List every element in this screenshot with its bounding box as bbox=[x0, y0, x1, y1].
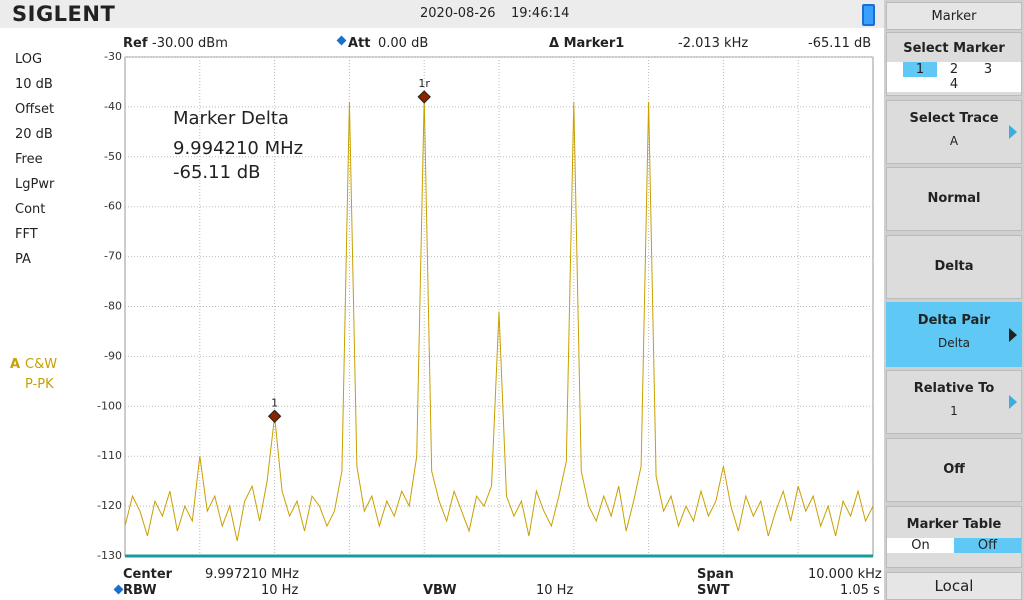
option[interactable]: Off bbox=[954, 538, 1021, 553]
y-tick-label: -130 bbox=[97, 549, 122, 562]
side-info-item: Free bbox=[15, 152, 43, 167]
key-label: Marker Table bbox=[906, 517, 1002, 532]
time: 19:46:14 bbox=[511, 6, 570, 21]
date: 2020-08-26 bbox=[420, 6, 496, 21]
y-tick-label: -90 bbox=[104, 349, 122, 362]
y-tick-label: -100 bbox=[97, 399, 122, 412]
relative-to-key[interactable]: Relative To 1 bbox=[886, 370, 1022, 434]
key-value: Delta bbox=[937, 336, 970, 350]
marker-annotation: Marker Delta bbox=[173, 108, 289, 129]
y-tick-label: -110 bbox=[97, 449, 122, 462]
key-label: Relative To bbox=[913, 381, 995, 396]
brand: SIGLENT bbox=[12, 2, 116, 26]
side-info-item: PA bbox=[15, 252, 31, 267]
spectrum-chart: -30 -40 -50 -60 -70 -80 -90 -100 -110 -120 -130 1 1r… bbox=[97, 50, 874, 562]
battery-icon bbox=[862, 4, 875, 26]
option[interactable]: On bbox=[911, 538, 930, 553]
trace-name: A bbox=[10, 357, 21, 372]
key-label: Select Trace bbox=[909, 111, 999, 126]
marker bbox=[417, 90, 431, 104]
trace-mode: C&W bbox=[25, 357, 58, 372]
top-bar bbox=[0, 0, 884, 28]
off-key[interactable]: Off bbox=[886, 438, 1022, 502]
att-value: 0.00 dB bbox=[378, 36, 429, 51]
rbw-value: 10 Hz bbox=[261, 583, 299, 598]
side-info-item: LOG bbox=[15, 52, 43, 67]
y-tick-label: -40 bbox=[104, 100, 122, 113]
marker-x: -2.013 kHz bbox=[678, 36, 749, 51]
side-info-item: Cont bbox=[15, 202, 46, 217]
side-info-item: 10 dB bbox=[15, 77, 53, 92]
y-tick-label: -30 bbox=[104, 50, 122, 63]
table-options: On Off bbox=[887, 538, 1021, 553]
menu-title: Marker bbox=[886, 2, 1022, 30]
marker bbox=[267, 409, 282, 423]
span-label: Span bbox=[697, 567, 734, 582]
marker-y: -65.11 dB bbox=[808, 36, 872, 51]
y-tick-label: -60 bbox=[104, 200, 122, 213]
marker-table-key[interactable]: Marker Table On Off bbox=[886, 506, 1022, 568]
swt-label: SWT bbox=[697, 583, 730, 598]
arrow-icon bbox=[1009, 395, 1017, 409]
key-value: A bbox=[949, 134, 959, 148]
vbw-value: 10 Hz bbox=[536, 583, 574, 598]
trace-a bbox=[124, 96, 874, 542]
swt-value: 1.05 s bbox=[840, 583, 880, 598]
side-info-item: 20 dB bbox=[15, 127, 53, 142]
option[interactable]: 2 bbox=[949, 62, 959, 77]
softkey-panel: Marker Select Marker 1 2 34 Select Trace A… bbox=[884, 0, 1024, 600]
key-label: Delta Pair bbox=[917, 313, 991, 328]
rbw-label: RBW bbox=[123, 583, 157, 598]
trace-detector: P-PK bbox=[25, 377, 54, 392]
att-label: Att bbox=[348, 36, 371, 51]
marker-options: 1 2 3 4 bbox=[887, 62, 1021, 92]
key-label: Select Marker bbox=[903, 41, 1005, 56]
delta-key[interactable]: Delta bbox=[886, 235, 1022, 299]
center-label: Center bbox=[123, 567, 173, 582]
side-info-item: FFT bbox=[15, 227, 38, 242]
option[interactable]: 4 bbox=[949, 77, 959, 92]
marker-label: 1r bbox=[418, 77, 430, 90]
arrow-icon bbox=[1009, 125, 1017, 139]
side-info-item: LgPwr bbox=[15, 177, 55, 192]
y-tick-label: -120 bbox=[97, 499, 122, 512]
ref-label: Ref bbox=[123, 36, 148, 51]
option[interactable]: 3 bbox=[983, 62, 993, 77]
marker-label: Δ Marker1 bbox=[549, 36, 625, 51]
y-tick-label: -80 bbox=[104, 300, 122, 313]
vbw-label: VBW bbox=[423, 583, 457, 598]
marker-annotation: 9.994210 MHz bbox=[173, 138, 303, 159]
y-tick-label: -50 bbox=[104, 150, 122, 163]
local-key[interactable]: Local bbox=[886, 572, 1022, 600]
option[interactable]: 1 bbox=[903, 62, 937, 77]
center-value: 9.997210 MHz bbox=[205, 567, 299, 582]
delta-pair-key[interactable]: Delta Pair Delta bbox=[886, 302, 1022, 367]
arrow-icon bbox=[1009, 327, 1017, 342]
select-trace-key[interactable]: Select Trace A bbox=[886, 100, 1022, 164]
normal-key[interactable]: Normal bbox=[886, 167, 1022, 231]
span-value: 10.000 kHz bbox=[808, 567, 882, 582]
side-info-item: Offset bbox=[15, 102, 55, 117]
key-value: 1 bbox=[950, 404, 958, 418]
ref-value: -30.00 dBm bbox=[152, 36, 228, 51]
select-marker-key[interactable]: Select Marker 1 2 3 4 bbox=[886, 32, 1022, 96]
y-tick-label: -70 bbox=[104, 250, 122, 263]
marker-annotation: -65.11 dB bbox=[173, 162, 261, 183]
marker-label: 1 bbox=[271, 396, 278, 409]
